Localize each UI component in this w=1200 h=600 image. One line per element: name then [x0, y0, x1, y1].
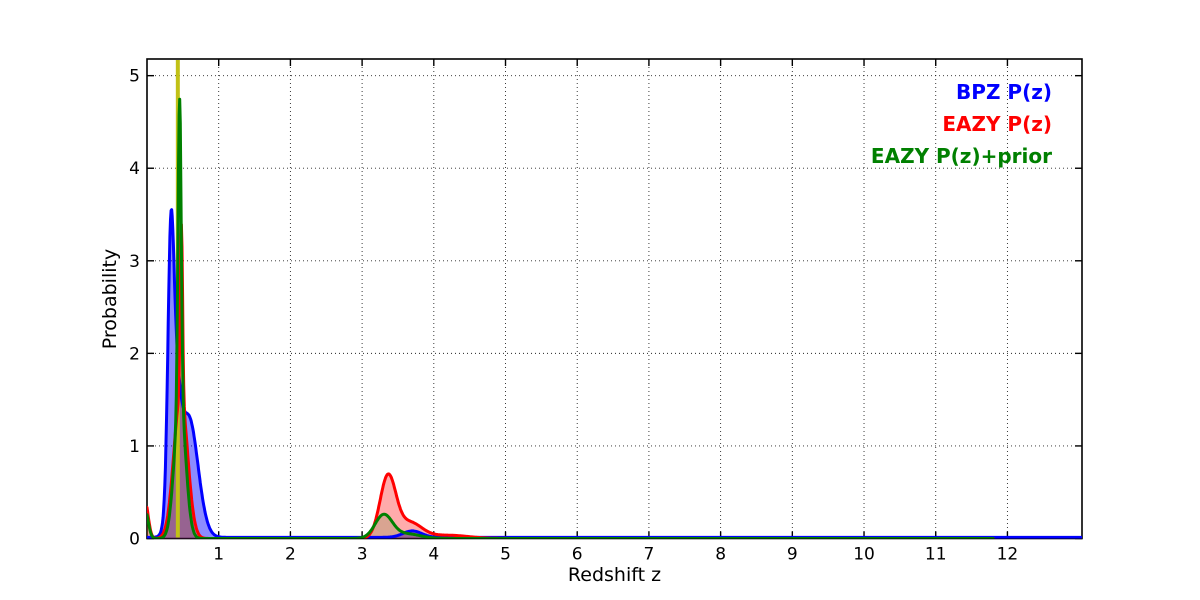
x-tick-label: 4 — [428, 545, 439, 565]
y-tick-label: 4 — [129, 159, 140, 179]
x-tick-label: 5 — [500, 545, 511, 565]
legend-entry-eazy-pz-prior: EAZY P(z)+prior — [870, 144, 1052, 168]
series-fill-eazy-pz — [147, 224, 994, 539]
y-tick-label: 0 — [129, 530, 140, 550]
x-tick-label: 3 — [357, 545, 368, 565]
series-fill-eazy-pz-prior — [147, 99, 994, 539]
legend-entry-eazy-pz: EAZY P(z) — [942, 112, 1052, 136]
legend: BPZ P(z) EAZY P(z) EAZY P(z)+prior — [871, 76, 1052, 172]
x-axis-label: Redshift z — [567, 564, 662, 586]
x-tick-label: 10 — [853, 545, 875, 565]
y-axis-label: Probability — [99, 248, 121, 350]
y-tick-label: 5 — [129, 67, 140, 87]
y-tick-label: 1 — [129, 437, 140, 457]
series-line-eazy-pz-prior — [147, 97, 995, 539]
x-tick-label: 12 — [997, 545, 1019, 565]
x-tick-label: 11 — [925, 545, 947, 565]
x-tick-label: 6 — [572, 545, 583, 565]
x-tick-label: 7 — [644, 545, 655, 565]
x-tick-label: 8 — [715, 545, 726, 565]
x-tick-label: 1 — [213, 545, 224, 565]
x-tick-label: 2 — [285, 545, 296, 565]
series-fill-bpz-pz — [147, 209, 1082, 539]
y-tick-label: 3 — [129, 252, 140, 272]
x-tick-label: 9 — [787, 545, 798, 565]
y-tick-label: 2 — [129, 344, 140, 364]
series-line-bpz-pz — [147, 208, 1082, 539]
series-line-eazy-pz — [147, 223, 995, 539]
legend-entry-bpz-pz: BPZ P(z) — [956, 80, 1052, 104]
